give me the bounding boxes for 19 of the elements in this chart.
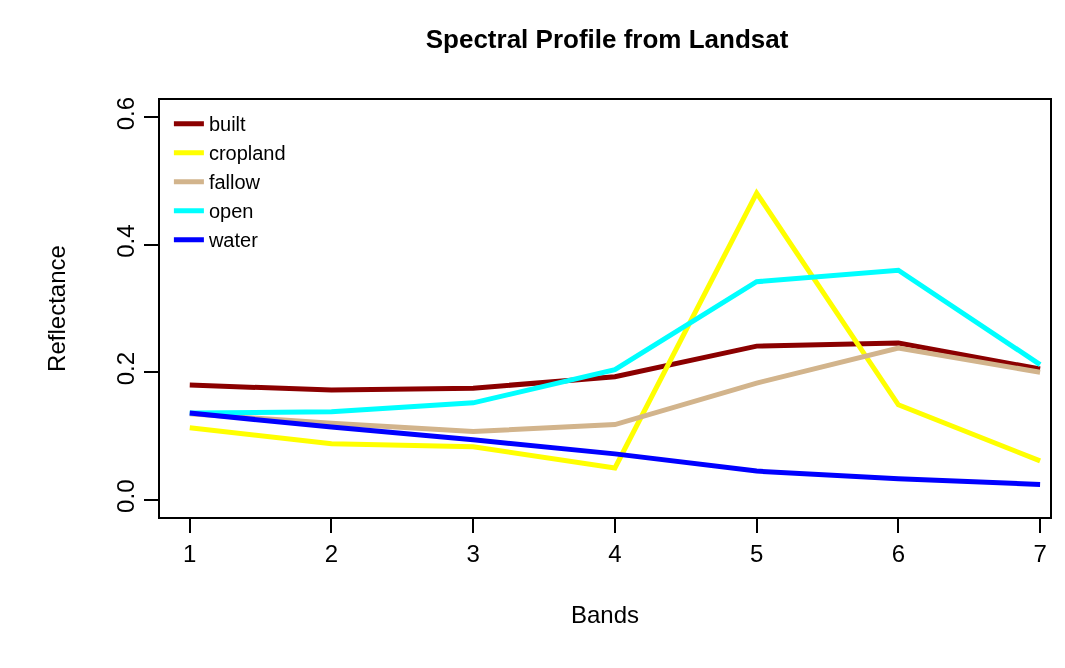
legend-label: cropland xyxy=(208,142,286,165)
y-tick-label: 0.6 xyxy=(112,96,140,131)
legend-label: open xyxy=(208,200,254,223)
legend-label: fallow xyxy=(208,171,261,194)
x-tick-label: 6 xyxy=(891,539,906,567)
x-tick-label: 7 xyxy=(1033,539,1047,567)
y-tick-label: 0.2 xyxy=(112,351,140,386)
y-tick-label: 0.0 xyxy=(112,479,140,513)
x-tick-label: 1 xyxy=(183,539,197,567)
x-tick-label: 5 xyxy=(749,539,764,567)
x-tick-label: 3 xyxy=(466,539,480,567)
x-tick-label: 4 xyxy=(608,539,622,567)
legend-label: water xyxy=(207,229,259,252)
chart-title: Spectral Profile from Landsat xyxy=(425,24,789,55)
y-tick-label: 0.4 xyxy=(112,224,140,258)
y-axis-title: Reflectance xyxy=(43,245,70,372)
x-axis-title: Bands xyxy=(570,600,640,628)
x-tick-label: 2 xyxy=(324,539,339,567)
legend-label: built xyxy=(208,113,247,136)
